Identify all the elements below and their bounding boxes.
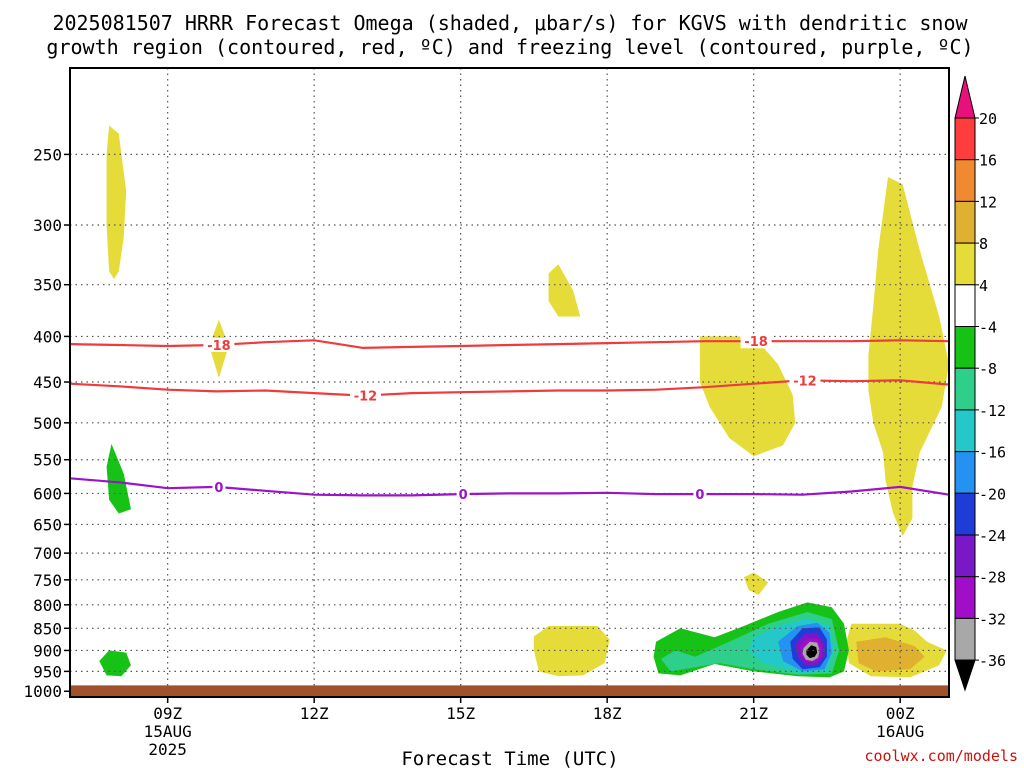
- colorbar-label--8: -8: [979, 360, 997, 378]
- omega-region-19: [806, 645, 818, 659]
- colorbar-label--36: -36: [979, 652, 1006, 670]
- colorbar-label-20: 20: [979, 110, 997, 128]
- y-tick-label-250: 250: [33, 145, 62, 164]
- colorbar-band-20: [954, 117, 976, 161]
- colorbar-bottom-triangle: [954, 659, 976, 692]
- colorbar-label--28: -28: [979, 569, 1006, 587]
- plot-frame: [69, 67, 950, 698]
- contour-label-bg--18-1: [740, 334, 772, 349]
- omega-region-4: [868, 177, 949, 537]
- omega-region-5: [743, 572, 769, 595]
- colorbar-label--16: -16: [979, 444, 1006, 462]
- colorbar-top-triangle: [954, 75, 976, 119]
- y-axis-ticks: 250 300 350 400 450 500 550 600 650 700 750 800 850 9…: [23, 145, 70, 701]
- chart-title-line-1: 2025081507 HRRR Forecast Omega (shaded, …: [52, 11, 968, 35]
- y-tick-label-850: 850: [33, 619, 62, 638]
- x-tick-date-09Z: 15AUG: [144, 722, 192, 741]
- omega-region-6: [533, 626, 610, 677]
- contour-label-bg--12-0: [349, 388, 381, 403]
- colorbar-label-4: 4: [979, 277, 988, 295]
- colorbar-label--20: -20: [979, 485, 1006, 503]
- contour-label-bg-0-1: [456, 487, 470, 502]
- y-tick-label-650: 650: [33, 515, 62, 534]
- contour-labels: -18 -18 -12 -12 0 0 0: [203, 334, 821, 503]
- x-tick-label-09Z: 09Z: [153, 704, 182, 723]
- colorbar-label-8: 8: [979, 235, 988, 253]
- y-tick-label-900: 900: [33, 641, 62, 660]
- y-tick-label-300: 300: [33, 216, 62, 235]
- colorbar-band--16: [954, 451, 976, 494]
- omega-region-3: [699, 336, 796, 457]
- y-tick-label-450: 450: [33, 373, 62, 392]
- contour-label-0-0: 0: [214, 481, 223, 496]
- contour-label--12-1: -12: [793, 374, 817, 389]
- colorbar-band--20: [954, 492, 976, 536]
- chart-title-line-2: growth region (contoured, red, ºC) and f…: [46, 35, 973, 59]
- omega-region-10: [99, 650, 131, 677]
- colorbar: 20 16 12 8 4 -4 -8 -12 -16 -20 -24 -28 -32 -36: [954, 75, 1006, 692]
- y-tick-label-700: 700: [33, 544, 62, 563]
- contour-label-bg-0-0: [212, 480, 226, 495]
- contour-label-bg-0-2: [693, 487, 707, 502]
- contour-label-0-1: 0: [459, 488, 468, 503]
- colorbar-label--24: -24: [979, 527, 1006, 545]
- y-tick-label-400: 400: [33, 327, 62, 346]
- ground-terrain: [70, 685, 949, 697]
- x-tick-label-21Z: 21Z: [739, 704, 768, 723]
- contour-label-bg--12-1: [789, 373, 821, 388]
- colorbar-band-4: [954, 284, 976, 327]
- contour-label--18-0: -18: [207, 339, 231, 354]
- y-tick-label-800: 800: [33, 596, 62, 615]
- x-tick-label-15Z: 15Z: [446, 704, 475, 723]
- colorbar-band-12: [954, 200, 976, 244]
- colorbar-label--32: -32: [979, 610, 1006, 628]
- x-tick-label-18Z: 18Z: [593, 704, 622, 723]
- contour-label--12-0: -12: [354, 389, 378, 404]
- colorbar-band--12: [954, 409, 976, 453]
- contour-label-0-2: 0: [695, 488, 704, 503]
- x-tick-date-00Z: 16AUG: [876, 722, 924, 741]
- x-tick-year-09Z: 2025: [148, 740, 187, 759]
- omega-region-8: [856, 637, 925, 672]
- colorbar-label--12: -12: [979, 402, 1006, 420]
- x-axis-label: Forecast Time (UTC): [401, 748, 618, 768]
- colorbar-band-8: [954, 242, 976, 286]
- omega-shaded-regions: [99, 125, 949, 678]
- colorbar-label--4: -4: [979, 319, 997, 337]
- colorbar-label-16: 16: [979, 152, 997, 170]
- omega-region-0: [106, 125, 127, 280]
- contour-label--18-1: -18: [744, 335, 768, 350]
- x-tick-label-12Z: 12Z: [300, 704, 329, 723]
- omega-region-9: [106, 443, 131, 514]
- colorbar-band--24: [954, 534, 976, 578]
- y-tick-label-350: 350: [33, 276, 62, 295]
- credit-text: coolwx.com/models: [864, 747, 1018, 765]
- y-tick-label-600: 600: [33, 484, 62, 503]
- y-tick-label-550: 550: [33, 451, 62, 470]
- contour-label-bg--18-0: [203, 337, 235, 352]
- colorbar-band--8: [954, 367, 976, 411]
- omega-region-2: [548, 264, 581, 317]
- colorbar-label-12: 12: [979, 193, 997, 211]
- colorbar-band--4: [954, 326, 976, 369]
- x-tick-label-00Z: 00Z: [886, 704, 915, 723]
- y-tick-label-750: 750: [33, 571, 62, 590]
- colorbar-band--32: [954, 617, 976, 661]
- y-tick-label-950: 950: [33, 662, 62, 681]
- colorbar-band--28: [954, 576, 976, 619]
- y-tick-label-500: 500: [33, 414, 62, 433]
- y-tick-label-1000: 1000: [23, 682, 62, 701]
- colorbar-band-16: [954, 159, 976, 202]
